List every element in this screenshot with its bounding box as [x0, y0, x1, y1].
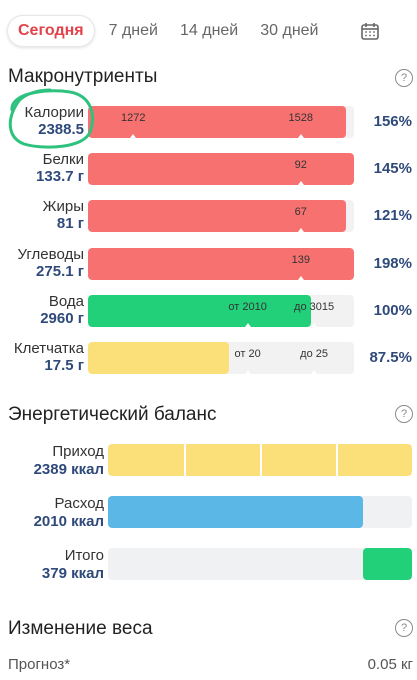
- period-tabs: Сегодня 7 дней 14 дней 30 дней: [7, 14, 417, 48]
- macro-row: Белки 133.7 г 92 145%: [0, 151, 417, 187]
- macro-label: Вода 2960 г: [40, 293, 84, 327]
- tab-30-days[interactable]: 30 дней: [260, 22, 319, 39]
- macro-target-tick: [311, 370, 318, 374]
- macro-percent: 121%: [373, 207, 412, 224]
- macro-label: Белки 133.7 г: [36, 151, 84, 185]
- energy-row: Приход 2389 ккал: [0, 443, 417, 483]
- macro-percent: 145%: [373, 160, 412, 177]
- macro-name: Калории: [24, 104, 84, 121]
- macro-name: Клетчатка: [13, 340, 84, 357]
- forecast-value: 0.05 кг: [367, 656, 413, 673]
- macro-value: 2960 г: [40, 310, 84, 327]
- energy-label: Итого 379 ккал: [42, 547, 104, 583]
- macro-target-mark: от 20: [234, 348, 261, 360]
- macro-target-mark: 139: [291, 254, 310, 266]
- energy-value: 2010 ккал: [33, 513, 104, 530]
- macro-progress-bar: 1272 1528: [88, 106, 354, 138]
- energy-row: Расход 2010 ккал: [0, 495, 417, 535]
- energy-label: Приход 2389 ккал: [34, 443, 104, 479]
- energy-segment-divider: [336, 444, 338, 476]
- macro-label: Углеводы 275.1 г: [18, 246, 84, 280]
- macro-label: Жиры 81 г: [43, 198, 84, 232]
- macro-target-mark: 1272: [120, 112, 146, 124]
- macro-target-tick: [244, 323, 251, 327]
- tab-14-days[interactable]: 14 дней: [179, 22, 239, 39]
- macro-target-mark: до 25: [300, 348, 329, 360]
- macro-percent: 100%: [373, 302, 412, 319]
- energy-name: Итого: [64, 547, 104, 564]
- macro-row: Калории 2388.5 1272 1528 156%: [0, 104, 417, 140]
- macro-row: Клетчатка 17.5 г от 20 до 25 87.5%: [0, 340, 417, 376]
- weight-help-icon[interactable]: ?: [395, 619, 413, 637]
- calendar-icon[interactable]: [360, 21, 380, 41]
- energy-segment-divider: [184, 444, 186, 476]
- forecast-row: Прогноз* 0.05 кг: [8, 656, 413, 673]
- macro-percent: 198%: [373, 255, 412, 272]
- macro-name: Белки: [42, 151, 84, 168]
- energy-label: Расход 2010 ккал: [34, 495, 104, 531]
- macro-progress-fill: [88, 106, 347, 138]
- macro-row: Вода 2960 г от 2010 до 3015 100%: [0, 293, 417, 329]
- energy-bar: [108, 548, 412, 580]
- energy-value: 379 ккал: [41, 565, 104, 582]
- macro-progress-bar: 92: [88, 153, 354, 185]
- macro-target-mark: 92: [294, 159, 307, 171]
- macro-label: Клетчатка 17.5 г: [14, 340, 84, 374]
- macro-target-tick: [244, 370, 251, 374]
- macro-target-tick: [130, 134, 137, 138]
- macro-name: Углеводы: [17, 246, 84, 263]
- macro-label: Калории 2388.5: [25, 104, 84, 138]
- macro-target-tick: [297, 134, 304, 138]
- energy-bar: [108, 444, 412, 476]
- energy-bar-fill: [108, 496, 364, 528]
- macro-percent: 87.5%: [369, 349, 412, 366]
- macro-progress-bar: 67: [88, 200, 354, 232]
- energy-name: Расход: [54, 495, 104, 512]
- macro-value: 133.7 г: [36, 168, 84, 185]
- macro-value: 2388.5: [38, 121, 84, 138]
- macro-target-tick: [311, 323, 318, 327]
- macro-progress-fill: [88, 342, 229, 374]
- macro-row: Жиры 81 г 67 121%: [0, 198, 417, 234]
- macros-title: Макронутриенты: [8, 66, 158, 87]
- macro-progress-fill: [88, 200, 347, 232]
- energy-value: 2389 ккал: [33, 461, 104, 478]
- energy-bar-fill: [363, 548, 412, 580]
- energy-row: Итого 379 ккал: [0, 547, 417, 587]
- tab-7-days[interactable]: 7 дней: [108, 22, 158, 39]
- energy-help-icon[interactable]: ?: [395, 405, 413, 423]
- macro-progress-bar: от 20 до 25: [88, 342, 354, 374]
- macro-percent: 156%: [373, 113, 412, 130]
- macro-progress-fill: [88, 295, 312, 327]
- macro-progress-fill: [88, 248, 354, 280]
- macro-name: Вода: [48, 293, 84, 310]
- macro-progress-bar: от 2010 до 3015: [88, 295, 354, 327]
- macro-target-mark: 1528: [288, 112, 314, 124]
- macro-target-tick: [297, 181, 304, 185]
- macro-target-tick: [297, 276, 304, 280]
- macro-value: 275.1 г: [36, 263, 84, 280]
- energy-segment-divider: [260, 444, 262, 476]
- tab-today[interactable]: Сегодня: [7, 15, 95, 47]
- weight-title: Изменение веса: [8, 618, 153, 639]
- forecast-label: Прогноз*: [8, 656, 71, 673]
- macro-progress-fill: [88, 153, 354, 185]
- macros-help-icon[interactable]: ?: [395, 69, 413, 87]
- macro-value: 81 г: [56, 215, 84, 232]
- energy-title: Энергетический баланс: [8, 404, 217, 425]
- macro-value: 17.5 г: [44, 357, 84, 374]
- macro-target-mark: 67: [294, 206, 307, 218]
- macro-name: Жиры: [42, 198, 84, 215]
- energy-name: Приход: [52, 443, 104, 460]
- macro-target-mark: от 2010: [228, 301, 267, 313]
- macro-target-tick: [297, 228, 304, 232]
- energy-bar: [108, 496, 412, 528]
- macro-target-mark: до 3015: [294, 301, 335, 313]
- macro-progress-bar: 139: [88, 248, 354, 280]
- macro-row: Углеводы 275.1 г 139 198%: [0, 246, 417, 282]
